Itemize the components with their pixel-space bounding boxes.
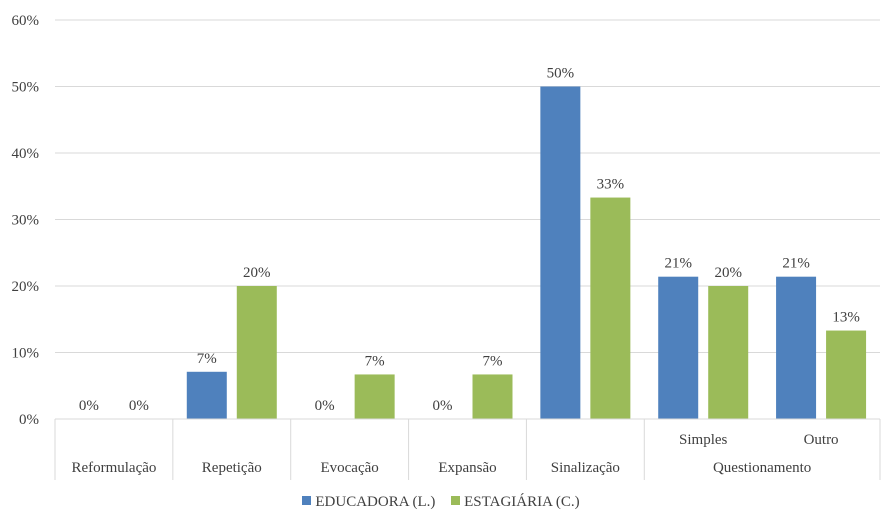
legend: EDUCADORA (L.) ESTAGIÁRIA (C.) (0, 494, 882, 511)
bar (186, 371, 227, 419)
bar (590, 197, 631, 419)
legend-label-estagiaria: ESTAGIÁRIA (C.) (464, 494, 580, 510)
x-category-label: Repetição (202, 460, 262, 476)
y-tick-label: 0% (19, 412, 39, 428)
bar (658, 276, 699, 419)
data-label: 21% (782, 256, 810, 272)
x-category-label: Expansão (438, 460, 496, 476)
data-label: 7% (365, 353, 385, 369)
bar (354, 374, 395, 419)
data-label: 33% (597, 177, 625, 193)
data-label: 0% (129, 398, 149, 414)
y-tick-label: 20% (12, 279, 40, 295)
data-label: 20% (243, 265, 271, 281)
y-tick-label: 60% (12, 13, 40, 29)
legend-swatch-estagiaria (451, 496, 461, 505)
legend-item-estagiaria: ESTAGIÁRIA (C.) (451, 494, 580, 511)
y-tick-label: 40% (12, 146, 40, 162)
bar (708, 286, 749, 419)
data-label: 7% (483, 353, 503, 369)
bar (236, 286, 277, 419)
data-label: 0% (315, 398, 335, 414)
data-label: 0% (433, 398, 453, 414)
y-tick-label: 30% (12, 213, 40, 229)
x-category-label: Reformulação (71, 460, 156, 476)
x-category-label: Evocação (320, 460, 378, 476)
bar (826, 330, 867, 419)
x-category-label: Sinalização (551, 460, 620, 476)
x-subcategory-label: Outro (804, 432, 839, 448)
bar (472, 374, 513, 419)
x-subcategory-label: Simples (679, 432, 728, 448)
legend-item-educadora: EDUCADORA (L.) (302, 494, 435, 511)
data-label: 21% (664, 256, 692, 272)
x-category-label: Questionamento (713, 460, 811, 476)
bar (776, 276, 817, 419)
data-label: 20% (714, 265, 742, 281)
y-tick-label: 50% (12, 80, 40, 96)
data-label: 0% (79, 398, 99, 414)
y-tick-label: 10% (12, 346, 40, 362)
data-label: 13% (832, 310, 860, 326)
data-label: 50% (547, 66, 575, 82)
bar (540, 86, 581, 419)
legend-label-educadora: EDUCADORA (L.) (315, 494, 436, 510)
data-label: 7% (197, 351, 217, 367)
legend-swatch-educadora (302, 496, 312, 505)
